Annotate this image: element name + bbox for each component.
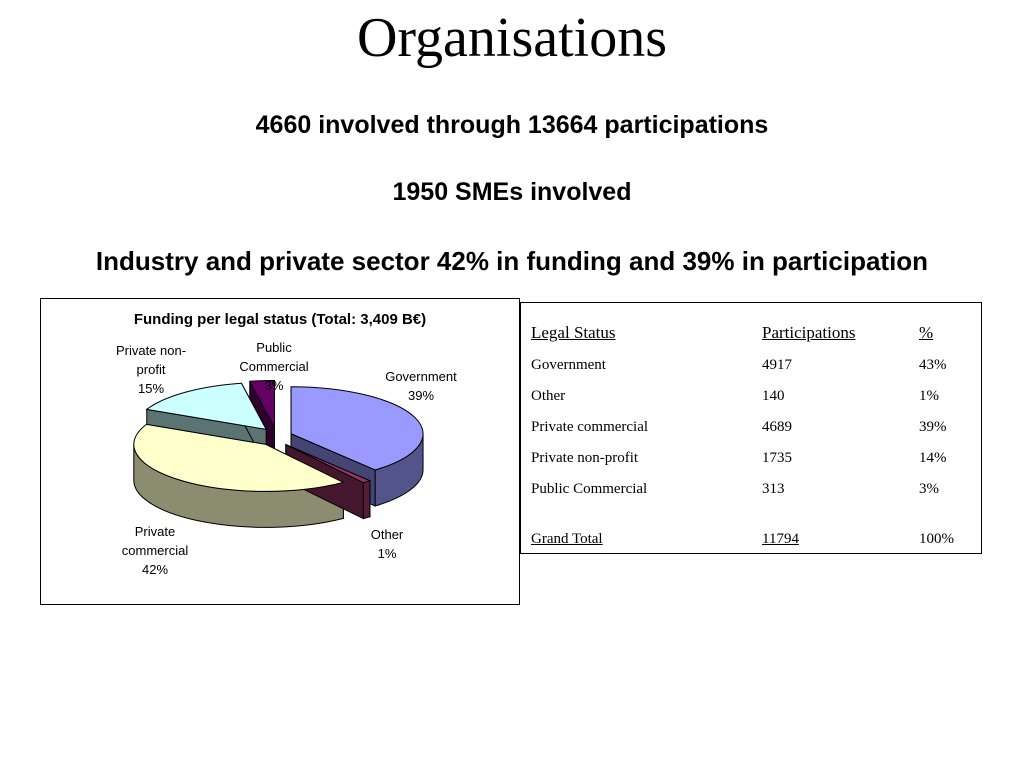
table-cell: 140 [762,388,785,404]
table-cell: 11794 [762,531,799,547]
table-header-cell: Participations [762,323,856,342]
pie-chart-panel: Funding per legal status (Total: 3,409 B… [40,298,520,605]
table-cell: 43% [919,357,947,373]
table-cell: Public Commercial [531,481,648,497]
table-cell: 1735 [762,450,792,466]
pie-slice-label: Government 39% [385,369,457,403]
table-cell: Other [531,388,566,404]
chart-title: Funding per legal status (Total: 3,409 B… [134,311,426,328]
slide-title: Organisations [356,7,668,69]
table-cell: Grand Total [531,531,603,547]
pie-slice-label: Other 1% [371,527,404,561]
table-cell: 14% [919,450,947,466]
table-row: Private commercial 4689 39% [521,419,981,441]
table-header-cell: Legal Status [531,323,616,342]
table-cell: Private non-profit [531,450,639,466]
table-row: Government 4917 43% [521,357,981,379]
table-row: Public Commercial 313 3% [521,481,981,503]
table-cell: 3% [919,481,939,497]
pie-slice-label: Private non-profit 15% [116,343,186,396]
table-cell: 313 [762,481,785,497]
table-cell: 4917 [762,357,792,373]
table-cell: 100% [919,531,954,547]
table-cell: 4689 [762,419,792,435]
pie-slice [285,444,372,484]
pie-chart: Funding per legal status (Total: 3,409 B… [116,311,457,577]
table-row: Other 140 1% [521,388,981,410]
table-total-row: Grand Total 11794 100% [521,531,981,553]
pie-slice-label: Private commercial 42% [122,524,189,577]
headline-smes: 1950 SMEs involved [392,178,632,206]
table-header-row: Legal Status Participations % [521,323,981,345]
pie-slice [145,382,268,431]
participation-table: Legal Status Participations % Government… [520,302,982,554]
headline-participations: 4660 involved through 13664 participatio… [255,111,769,139]
headline-industry-share: Industry and private sector 42% in fundi… [95,246,929,276]
table-cell: 39% [919,419,947,435]
pie-slice [290,386,424,471]
pie-slice-label: Public Commercial 3% [239,340,308,393]
table-row: Private non-profit 1735 14% [521,450,981,472]
table-cell: Private commercial [531,419,649,435]
pie-slice [248,379,275,428]
table-cell: 1% [919,388,939,404]
table-cell: Government [531,357,606,373]
table-header-cell: % [919,323,934,342]
pie-slice [133,423,345,492]
